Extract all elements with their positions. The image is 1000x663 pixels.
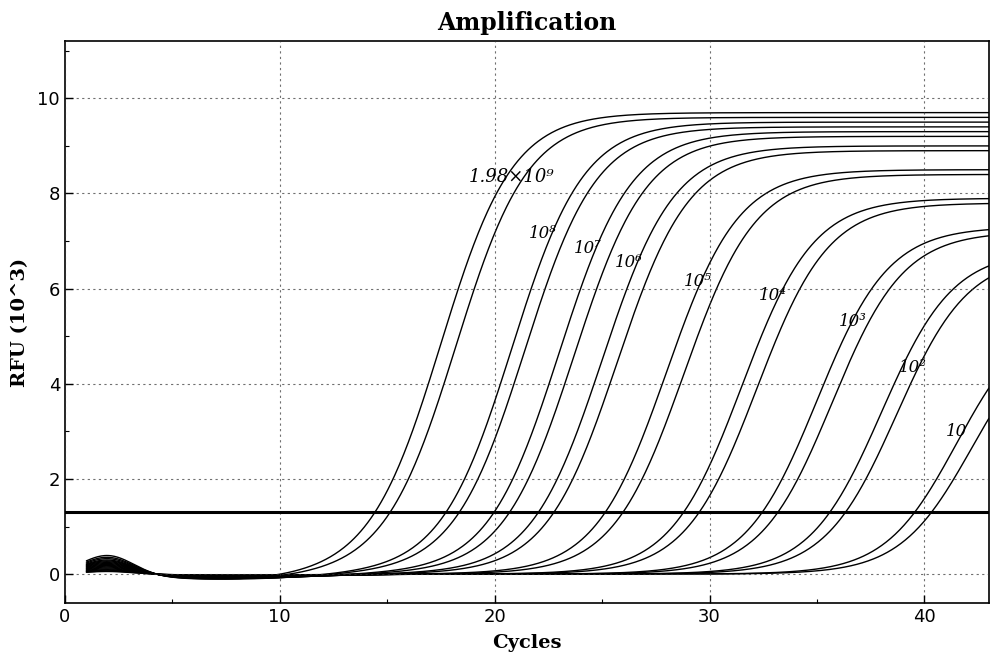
X-axis label: Cycles: Cycles	[492, 634, 562, 652]
Text: 10: 10	[946, 423, 967, 440]
Text: 10⁷: 10⁷	[574, 240, 602, 257]
Text: 10⁸: 10⁸	[529, 225, 557, 243]
Text: 10²: 10²	[899, 359, 927, 376]
Text: 1.98×10⁹: 1.98×10⁹	[469, 168, 555, 186]
Title: Amplification: Amplification	[437, 11, 617, 35]
Text: 10⁶: 10⁶	[615, 254, 643, 271]
Y-axis label: RFU (10^3): RFU (10^3)	[11, 257, 29, 387]
Text: 10⁵: 10⁵	[684, 273, 712, 290]
Text: 10³: 10³	[838, 314, 866, 330]
Text: 10⁴: 10⁴	[759, 287, 787, 304]
